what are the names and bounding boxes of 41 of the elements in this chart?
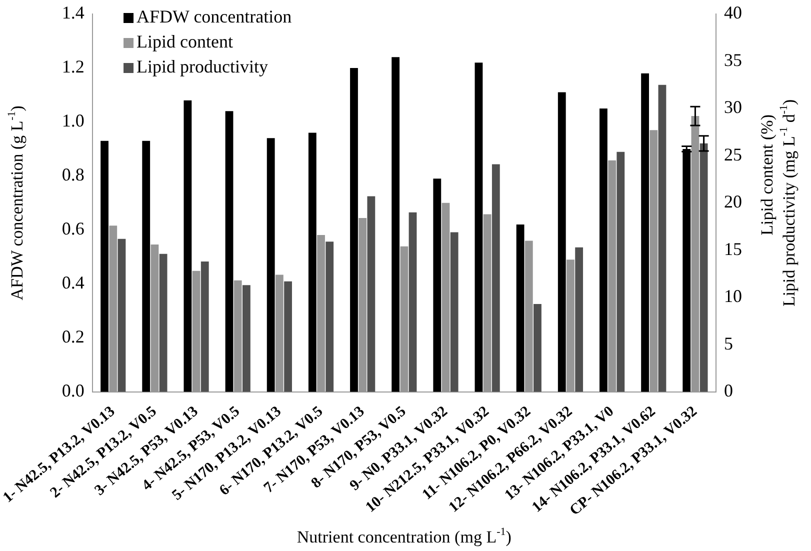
bar [284,281,292,392]
y2-tick-label: 25 [724,144,742,164]
y2-tick-label: 20 [724,192,742,212]
y2-tick-label: 35 [724,50,742,70]
bar [367,196,376,392]
y2-tick-label: 15 [724,238,742,259]
y2-tick-label: 40 [724,2,742,23]
bar [242,285,250,392]
bar [658,84,666,392]
legend-label: Lipid content [136,32,234,52]
bar [575,247,584,392]
bar [266,138,275,392]
bar [616,152,625,392]
legend-label: Lipid productivity [136,56,268,77]
bar [392,57,400,392]
y-tick-label: 0.2 [62,326,84,347]
y-tick-label: 1.2 [62,56,84,77]
bar [492,164,500,392]
bar [408,212,417,392]
y2-tick-label: 0 [724,380,733,401]
bar [118,238,126,392]
y-tick-label: 0.4 [62,272,84,293]
legend-label: AFDW concentration [136,6,292,27]
y2-tick-label: 30 [724,97,742,118]
bar [159,254,168,392]
bar [184,100,192,392]
y-tick-label: 1.4 [62,2,84,23]
y2-tick-label: 10 [724,286,742,306]
bar [558,92,566,392]
y-tick-label: 0.0 [62,380,84,401]
bar [700,143,708,392]
bar [200,261,209,392]
bar [534,304,542,392]
y-tick-label: 1.0 [62,110,84,131]
y2-tick-label: 5 [724,333,733,354]
bar [326,242,334,392]
y-axis-title: AFDW concentration (g L-1) [6,106,26,300]
y-tick-label: 0.6 [62,218,84,239]
y-tick-label: 0.8 [62,164,84,185]
bar [225,111,234,392]
bar [450,232,458,392]
